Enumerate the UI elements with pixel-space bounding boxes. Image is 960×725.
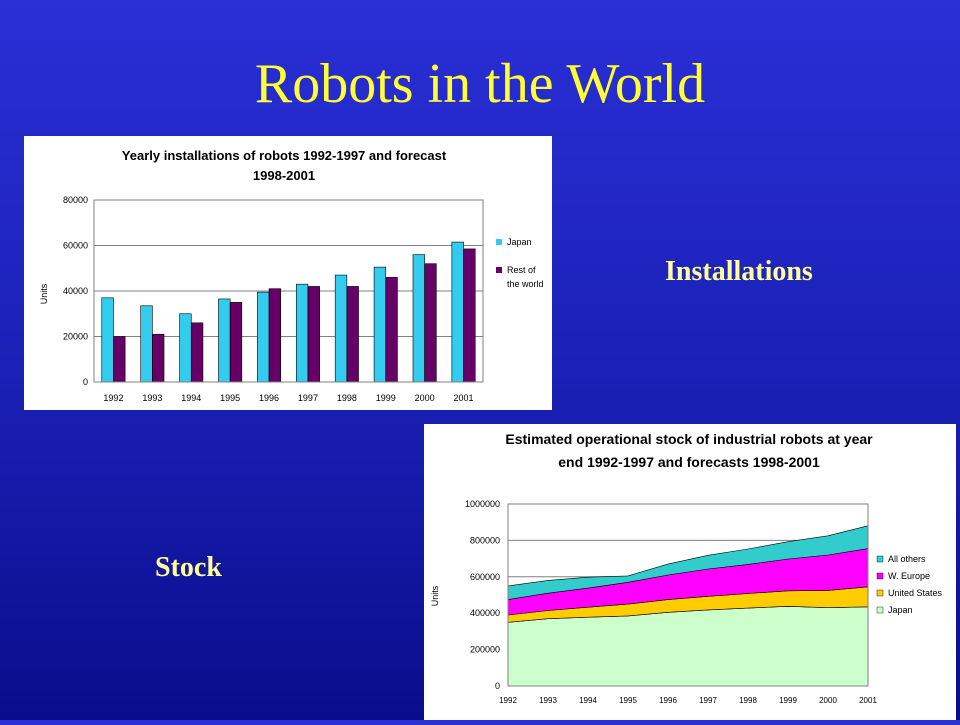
x-tick-label: 1992: [499, 696, 517, 705]
x-tick-label: 2000: [415, 393, 435, 403]
y-axis-label: Units: [430, 585, 440, 606]
bar-rest-1999: [385, 277, 398, 383]
bar-japan-1994: [179, 313, 192, 383]
legend-label-japan: Japan: [507, 237, 532, 247]
slide-title: Robots in the World: [254, 53, 706, 115]
bar-rest-2000: [424, 263, 437, 383]
y-tick-label: 60000: [63, 241, 88, 251]
bar-rest-1992: [113, 336, 126, 383]
bar-rest-1998: [346, 286, 359, 383]
stock-chart: Estimated operational stock of industria…: [424, 424, 956, 720]
plot-area: [93, 199, 484, 383]
x-tick-label: 1995: [619, 696, 637, 705]
installations-chart: Yearly installations of robots 1992-1997…: [24, 136, 552, 410]
y-tick-label: 40000: [63, 286, 88, 296]
legend: All others W. Europe United States Japan: [876, 554, 943, 615]
x-tick-label: 1997: [699, 696, 717, 705]
y-tick-label: 0: [495, 681, 500, 691]
legend-swatch: [876, 555, 884, 563]
y-tick-label: 600000: [470, 572, 500, 582]
y-tick-label: 0: [83, 377, 88, 387]
legend-label-rest-2: the world: [507, 279, 544, 289]
bar-japan-1998: [334, 274, 348, 383]
legend-label: United States: [888, 588, 943, 598]
legend-label: W. Europe: [888, 571, 930, 581]
x-tick-label: 2000: [819, 696, 837, 705]
installations-label: Installations: [665, 256, 813, 287]
legend-swatch: [876, 589, 884, 597]
x-tick-label: 2001: [454, 393, 474, 403]
stock-label: Stock: [155, 552, 222, 583]
plot-area: [507, 503, 869, 687]
x-tick-label: 1994: [579, 696, 597, 705]
bar-rest-1993: [152, 333, 165, 383]
x-tick-label: 1998: [739, 696, 757, 705]
x-tick-label: 1993: [142, 393, 162, 403]
legend-swatch: [876, 572, 884, 580]
chart-subtitle: end 1992-1997 and forecasts 1998-2001: [558, 454, 820, 470]
y-axis-label: Units: [39, 283, 49, 304]
legend-swatch-rest: [496, 267, 502, 273]
y-tick-label: 20000: [63, 332, 88, 342]
x-tick-label: 2001: [859, 696, 877, 705]
x-tick-label: 1994: [181, 393, 201, 403]
bar-rest-1995: [229, 302, 243, 383]
bar-japan-1996: [257, 291, 270, 383]
x-tick-label: 1999: [376, 393, 396, 403]
bar-japan-1995: [218, 298, 231, 383]
legend-swatch-japan: [496, 239, 502, 245]
y-tick-label: 1000000: [465, 499, 500, 509]
chart-title: Yearly installations of robots 1992-1997…: [122, 148, 447, 163]
bar-japan-2000: [412, 254, 425, 383]
legend-swatch: [876, 606, 884, 614]
legend: Japan Rest of the world: [496, 237, 544, 289]
legend-label: Japan: [888, 605, 913, 615]
bar-rest-1996: [268, 288, 282, 383]
bar-japan-1999: [373, 266, 387, 383]
x-tick-label: 1996: [659, 696, 677, 705]
x-tick-label: 1993: [539, 696, 557, 705]
chart-subtitle: 1998-2001: [253, 168, 315, 183]
bar-rest-1997: [307, 286, 320, 383]
legend-label: All others: [888, 554, 926, 564]
y-tick-label: 800000: [470, 535, 500, 545]
chart-title: Estimated operational stock of industria…: [505, 431, 873, 447]
bar-japan-1997: [295, 283, 309, 383]
x-tick-label: 1992: [103, 393, 123, 403]
x-tick-label: 1999: [779, 696, 797, 705]
x-tick-label: 1997: [298, 393, 318, 403]
bar-japan-1993: [140, 305, 153, 383]
legend-label-rest-1: Rest of: [507, 265, 536, 275]
x-tick-label: 1998: [337, 393, 357, 403]
x-tick-label: 1995: [220, 393, 240, 403]
bar-japan-1992: [101, 297, 114, 383]
y-tick-label: 80000: [63, 195, 88, 205]
x-tick-label: 1996: [259, 393, 279, 403]
bar-rest-1994: [190, 322, 204, 383]
bar-japan-2001: [451, 241, 464, 383]
bar-rest-2001: [463, 248, 476, 383]
y-tick-label: 400000: [470, 608, 500, 618]
y-tick-label: 200000: [470, 645, 500, 655]
